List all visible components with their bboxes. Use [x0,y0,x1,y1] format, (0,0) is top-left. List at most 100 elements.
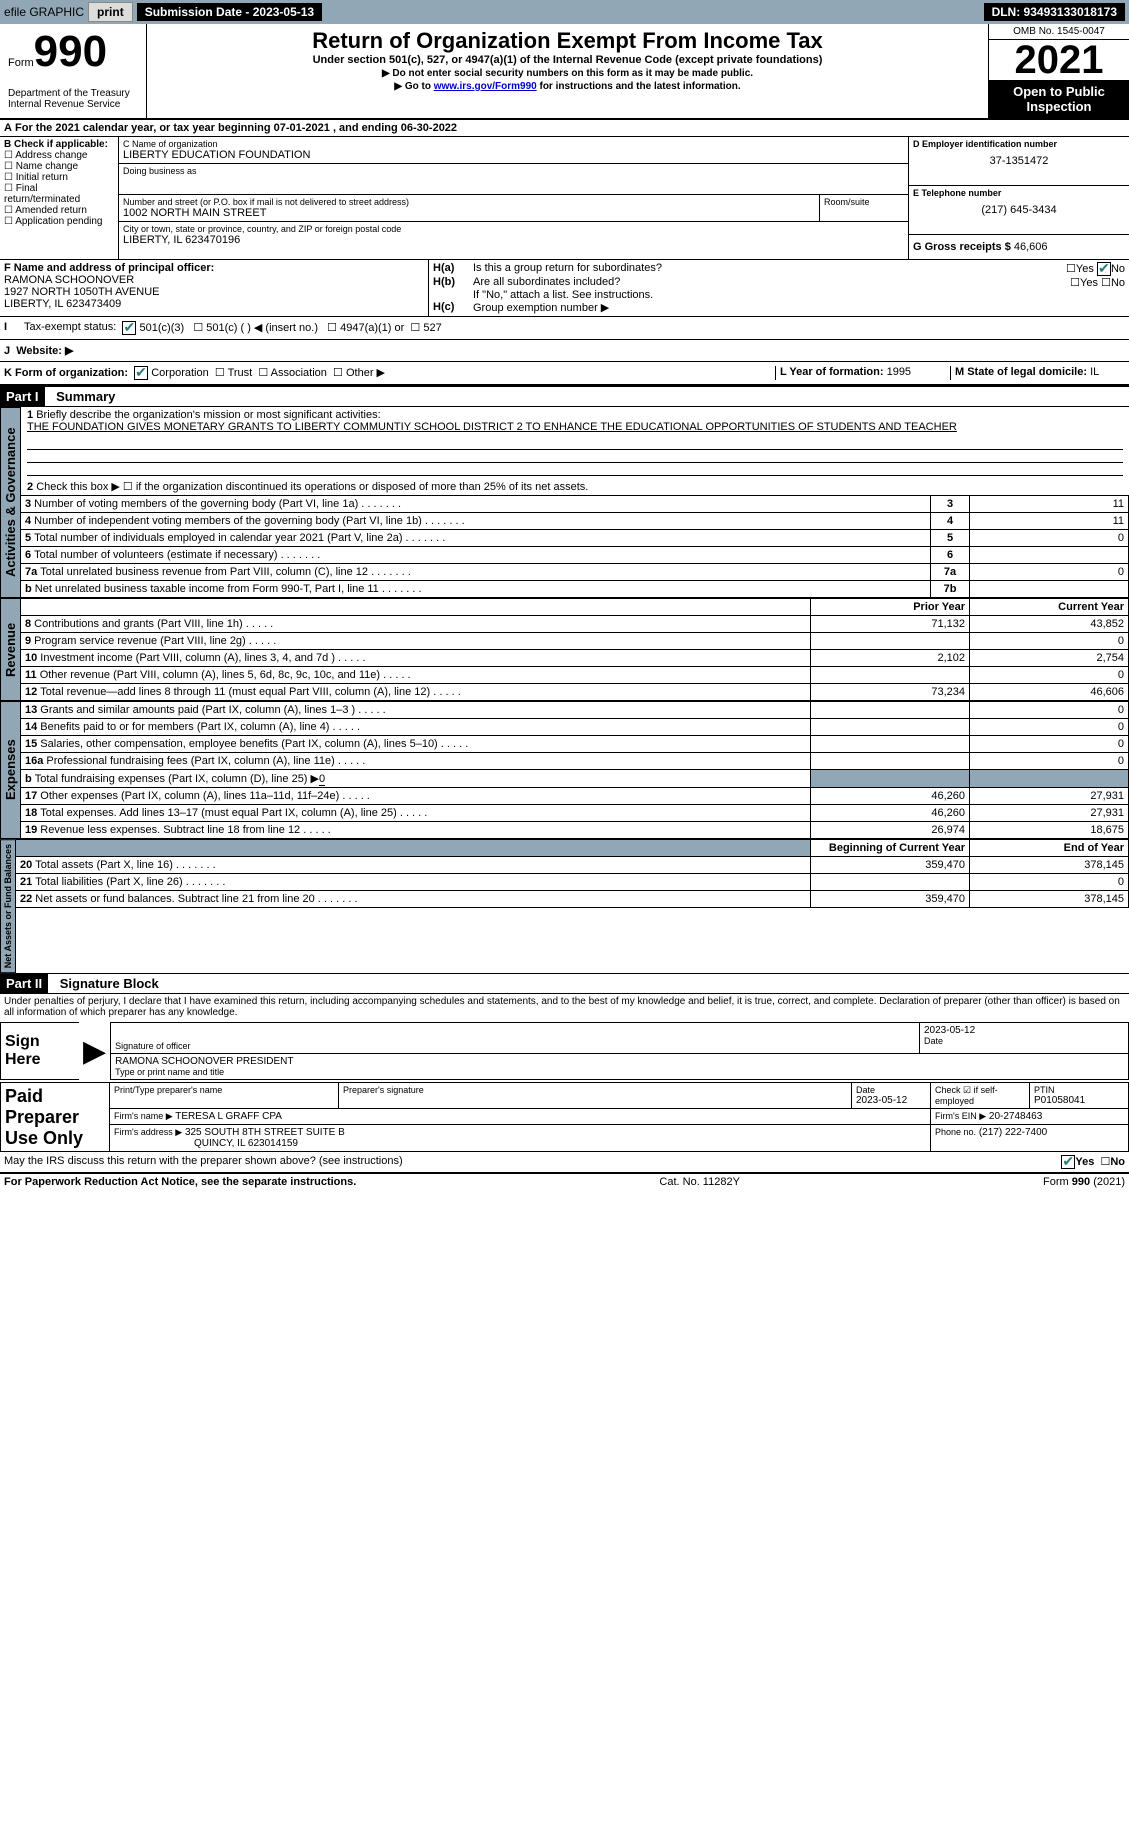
ptin-value: P01058041 [1034,1095,1085,1106]
governance-table: 3 Number of voting members of the govern… [21,495,1129,598]
vtab-expenses: Expenses [0,701,21,839]
firm-name: TERESA L GRAFF CPA [175,1111,282,1122]
revenue-table: Prior YearCurrent Year 8 Contributions a… [21,598,1129,701]
rev-row: 12 Total revenue—add lines 8 through 11 … [21,684,1129,701]
ha-no[interactable]: No [1097,262,1125,276]
section-k: K Form of organization: Corporation ☐ Tr… [4,366,775,380]
b-opt-address[interactable]: ☐ Address change [4,150,114,161]
k-assoc[interactable]: ☐ Association [258,367,327,379]
pra-notice: For Paperwork Reduction Act Notice, see … [4,1176,356,1188]
form-footer: Form 990 (2021) [1043,1176,1125,1188]
netassets-table: Beginning of Current YearEnd of Year 20 … [16,839,1129,908]
paid-preparer-label: Paid Preparer Use Only [1,1083,110,1152]
gov-row: b Net unrelated business taxable income … [21,581,1129,598]
i-label: Tax-exempt status: [24,321,116,335]
goto-note: ▶ Go to www.irs.gov/Form990 for instruct… [153,81,982,92]
line2-label: Check this box ▶ ☐ if the organization d… [36,481,588,493]
k-trust[interactable]: ☐ Trust [215,367,252,379]
i-501c3[interactable]: 501(c)(3) [122,321,184,335]
prep-sig-label: Preparer's signature [343,1085,847,1095]
section-m: M State of legal domicile: IL [950,366,1125,380]
irs-link[interactable]: www.irs.gov/Form990 [434,81,537,92]
firm-addr1: 325 SOUTH 8TH STREET SUITE B [185,1127,345,1138]
gov-row: 4 Number of independent voting members o… [21,513,1129,530]
room-label: Room/suite [824,197,904,207]
gov-row: 3 Number of voting members of the govern… [21,496,1129,513]
submission-date: Submission Date - 2023-05-13 [137,3,322,21]
form-label: Form [8,57,34,69]
cat-number: Cat. No. 11282Y [356,1176,1043,1188]
b-opt-amended[interactable]: ☐ Amended return [4,205,114,216]
gov-row: 7a Total unrelated business revenue from… [21,564,1129,581]
c-name-label: C Name of organization [123,139,904,149]
h-note: If "No," attach a list. See instructions… [433,289,1125,301]
dba-label: Doing business as [123,166,904,176]
exp-row: 13 Grants and similar amounts paid (Part… [21,702,1129,719]
form-header: Form990 Department of the Treasury Inter… [0,24,1129,120]
section-f: F Name and address of principal officer:… [0,260,429,316]
discuss-yes[interactable]: Yes [1061,1155,1094,1169]
d-label: D Employer identification number [913,139,1125,149]
org-name: LIBERTY EDUCATION FOUNDATION [123,149,904,161]
exp-row: 16a Professional fundraising fees (Part … [21,753,1129,770]
goto-suffix: for instructions and the latest informat… [537,81,741,92]
discuss-no[interactable]: ☐No [1100,1155,1125,1169]
k-corp[interactable]: Corporation [134,367,209,379]
g-label: G Gross receipts $ [913,241,1011,253]
b-opt-initial[interactable]: ☐ Initial return [4,172,114,183]
section-c: C Name of organization LIBERTY EDUCATION… [119,137,908,259]
k-other[interactable]: ☐ Other ▶ [333,367,385,379]
paid-preparer-block: Paid Preparer Use Only Print/Type prepar… [0,1082,1129,1152]
open-inspection: Open to Public Inspection [989,80,1129,118]
i-527[interactable]: ☐ 527 [410,321,441,335]
self-employed-check[interactable]: Check ☑ if self-employed [935,1085,1025,1106]
gross-receipts: 46,606 [1014,241,1048,253]
line-a: A For the 2021 calendar year, or tax yea… [0,120,1129,137]
dept-treasury: Department of the Treasury [8,88,138,99]
return-subtitle: Under section 501(c), 527, or 4947(a)(1)… [153,54,982,66]
exp-row: 18 Total expenses. Add lines 13–17 (must… [21,805,1129,822]
b-opt-name[interactable]: ☐ Name change [4,161,114,172]
efile-label: efile GRAPHIC [4,5,84,19]
rev-row: 9 Program service revenue (Part VIII, li… [21,633,1129,650]
sig-date-value: 2023-05-12 [924,1025,1124,1036]
sign-here-block: Sign Here ▶ Signature of officer 2023-05… [0,1022,1129,1080]
rev-row: 10 Investment income (Part VIII, column … [21,650,1129,667]
rev-row: 11 Other revenue (Part VIII, column (A),… [21,667,1129,684]
part2-header: Part II Signature Block [0,973,1129,994]
prep-name-label: Print/Type preparer's name [114,1085,334,1095]
b-opt-final[interactable]: ☐ Final return/terminated [4,183,114,205]
net-row: 22 Net assets or fund balances. Subtract… [16,891,1129,908]
website-label: Website: ▶ [16,345,73,357]
e-label: E Telephone number [913,188,1125,198]
net-row: 20 Total assets (Part X, line 16) . . . … [16,857,1129,874]
dln-label: DLN: 93493133018173 [984,3,1125,21]
prep-date: 2023-05-12 [856,1095,907,1106]
ecy-hdr: End of Year [970,840,1129,857]
hc-text: Group exemption number ▶ [473,301,609,314]
gov-row: 6 Total number of volunteers (estimate i… [21,547,1129,564]
print-button[interactable]: print [88,2,133,22]
sign-here-label: Sign Here [1,1023,80,1080]
tax-year: 2021 [989,40,1129,80]
hb-no[interactable]: ☐No [1101,276,1125,289]
firm-ein: 20-2748463 [989,1111,1042,1122]
addr-label: Number and street (or P.O. box if mail i… [123,197,815,207]
exp-row: 19 Revenue less expenses. Subtract line … [21,822,1129,839]
return-title: Return of Organization Exempt From Incom… [153,28,982,54]
exp-row: 14 Benefits paid to or for members (Part… [21,719,1129,736]
f-label: F Name and address of principal officer: [4,262,424,274]
street-address: 1002 NORTH MAIN STREET [123,207,815,219]
officer-addr2: LIBERTY, IL 623473409 [4,298,424,310]
firm-addr2: QUINCY, IL 623014159 [114,1138,298,1149]
hb-yes[interactable]: ☐Yes [1070,276,1098,289]
i-501c[interactable]: ☐ 501(c) ( ) ◀ (insert no.) [193,321,318,335]
i-4947[interactable]: ☐ 4947(a)(1) or [327,321,404,335]
section-deg: D Employer identification number 37-1351… [908,137,1129,259]
expense-table: 13 Grants and similar amounts paid (Part… [21,701,1129,839]
officer-name: RAMONA SCHOONOVER [4,274,424,286]
ha-yes[interactable]: ☐Yes [1066,262,1094,276]
b-opt-pending[interactable]: ☐ Application pending [4,216,114,227]
section-l: L Year of formation: 1995 [775,366,950,380]
vtab-netassets: Net Assets or Fund Balances [0,839,16,973]
